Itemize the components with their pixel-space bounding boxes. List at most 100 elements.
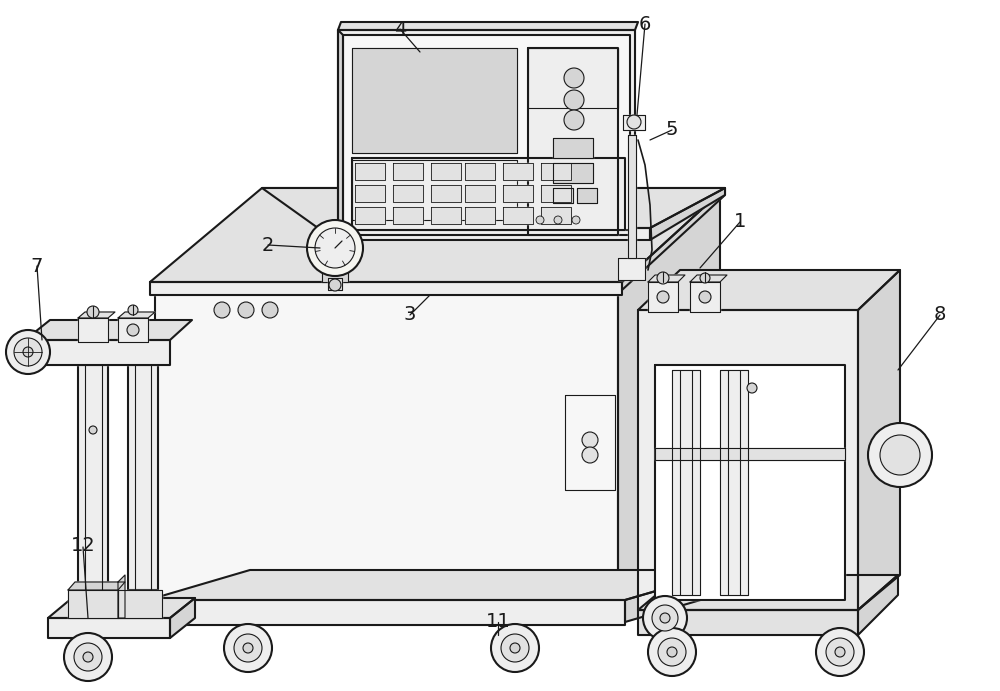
Circle shape (880, 435, 920, 475)
Polygon shape (170, 598, 195, 638)
Polygon shape (431, 163, 461, 180)
Circle shape (572, 216, 580, 224)
Circle shape (868, 423, 932, 487)
Polygon shape (68, 582, 125, 590)
Polygon shape (393, 185, 423, 202)
Circle shape (243, 643, 253, 653)
Polygon shape (503, 163, 533, 180)
Polygon shape (118, 318, 148, 342)
Circle shape (238, 302, 254, 318)
Polygon shape (25, 320, 192, 340)
Polygon shape (338, 30, 635, 235)
Circle shape (627, 115, 641, 129)
Polygon shape (78, 312, 115, 318)
Polygon shape (155, 290, 618, 600)
Circle shape (554, 216, 562, 224)
Polygon shape (622, 188, 725, 290)
Text: 1: 1 (734, 211, 746, 231)
Polygon shape (672, 370, 700, 595)
Polygon shape (528, 48, 618, 235)
Polygon shape (78, 365, 108, 590)
Polygon shape (465, 207, 495, 224)
Polygon shape (148, 570, 728, 600)
Polygon shape (528, 48, 618, 108)
Circle shape (643, 596, 687, 640)
Circle shape (582, 447, 598, 463)
Polygon shape (328, 278, 342, 290)
Polygon shape (618, 195, 720, 600)
Polygon shape (150, 282, 622, 295)
Circle shape (582, 432, 598, 448)
Text: 7: 7 (31, 256, 43, 276)
Polygon shape (338, 22, 638, 30)
Circle shape (699, 291, 711, 303)
Polygon shape (577, 188, 597, 203)
Polygon shape (393, 207, 423, 224)
Polygon shape (338, 30, 343, 235)
Circle shape (64, 633, 112, 681)
Circle shape (14, 338, 42, 366)
Circle shape (700, 273, 710, 283)
Circle shape (564, 110, 584, 130)
Circle shape (83, 652, 93, 662)
Polygon shape (858, 575, 898, 635)
Circle shape (747, 383, 757, 393)
Circle shape (658, 638, 686, 666)
Polygon shape (431, 207, 461, 224)
Polygon shape (541, 207, 571, 224)
Polygon shape (78, 318, 108, 342)
Polygon shape (118, 590, 162, 618)
Text: 11: 11 (486, 612, 510, 632)
Polygon shape (355, 207, 385, 224)
Polygon shape (541, 185, 571, 202)
Circle shape (510, 643, 520, 653)
Polygon shape (638, 270, 900, 310)
Polygon shape (118, 312, 155, 318)
Polygon shape (858, 270, 900, 610)
Polygon shape (465, 163, 495, 180)
Polygon shape (690, 275, 727, 282)
Polygon shape (150, 188, 725, 282)
Circle shape (826, 638, 854, 666)
Polygon shape (68, 590, 118, 618)
Polygon shape (553, 163, 593, 183)
Polygon shape (465, 185, 495, 202)
Circle shape (127, 324, 139, 336)
Circle shape (652, 605, 678, 631)
Text: 12: 12 (71, 536, 95, 556)
Polygon shape (638, 575, 898, 610)
Polygon shape (638, 610, 858, 635)
Circle shape (648, 628, 696, 676)
Circle shape (262, 302, 278, 318)
Circle shape (835, 647, 845, 657)
Polygon shape (148, 600, 625, 625)
Polygon shape (128, 365, 158, 590)
Circle shape (23, 347, 33, 357)
Polygon shape (648, 275, 685, 282)
Polygon shape (553, 188, 573, 203)
Circle shape (87, 306, 99, 318)
Text: 2: 2 (262, 236, 274, 255)
Polygon shape (618, 258, 645, 280)
Polygon shape (648, 282, 678, 312)
Circle shape (307, 220, 363, 276)
Polygon shape (25, 340, 170, 365)
Text: 4: 4 (394, 19, 406, 39)
Circle shape (224, 624, 272, 672)
Text: 3: 3 (404, 305, 416, 324)
Polygon shape (655, 448, 845, 460)
Polygon shape (690, 282, 720, 312)
Circle shape (128, 305, 138, 315)
Circle shape (329, 279, 341, 291)
Polygon shape (118, 575, 125, 618)
Polygon shape (262, 188, 725, 228)
Polygon shape (343, 35, 630, 230)
Circle shape (214, 302, 230, 318)
Polygon shape (625, 570, 728, 622)
Text: 8: 8 (934, 305, 946, 324)
Polygon shape (393, 163, 423, 180)
Polygon shape (503, 185, 533, 202)
Polygon shape (431, 185, 461, 202)
Text: 5: 5 (666, 120, 678, 140)
Circle shape (564, 90, 584, 110)
